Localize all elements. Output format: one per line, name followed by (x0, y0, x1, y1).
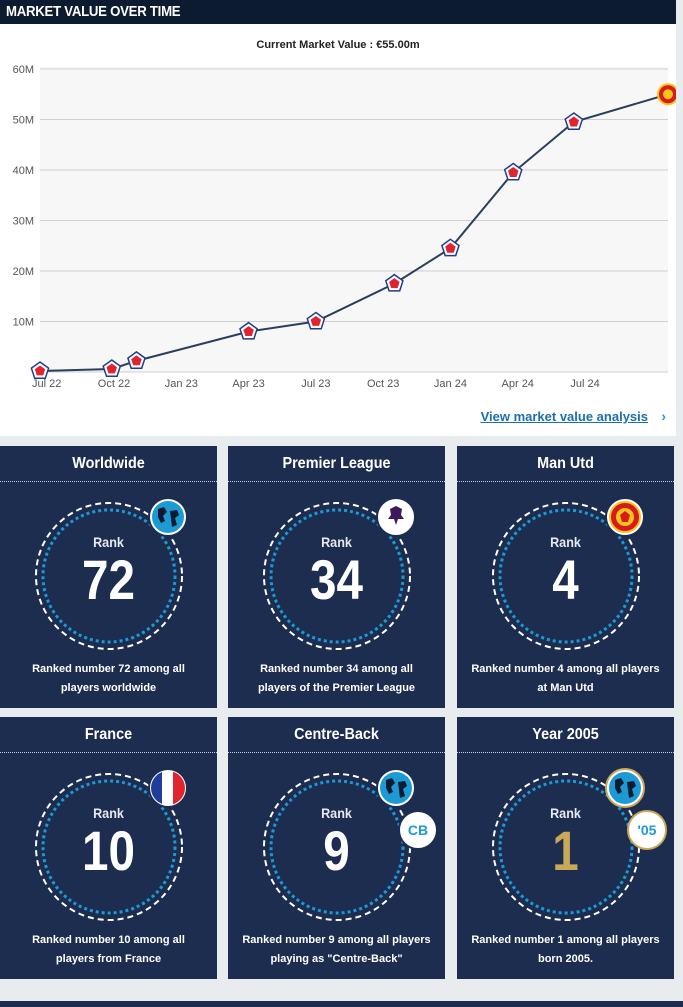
x-tick-label: Jul 23 (301, 378, 330, 390)
birth-year-badge: '05 (627, 810, 667, 850)
x-tick-label: Jan 23 (165, 378, 198, 390)
rank-label: Rank (93, 805, 124, 821)
divider (0, 481, 217, 482)
rank-description: Ranked number 9 among all players playin… (242, 934, 431, 965)
y-tick-label: 10M (13, 317, 34, 329)
section-title: MARKET VALUE OVER TIME (6, 3, 181, 20)
x-tick-label: Jul 24 (570, 378, 599, 390)
divider (457, 481, 674, 482)
data-point-crest-inner (310, 316, 322, 326)
rank-card-title: France (84, 726, 133, 743)
data-point-crest-inner (508, 167, 519, 177)
rank-description: Ranked number 72 among all players world… (32, 663, 185, 694)
chart-title: Current Market Value : €55.00m (256, 39, 420, 51)
rank-card-year-2005[interactable]: Year 2005 Rank 1 Ranked number 1 among a… (457, 717, 674, 979)
globe-icon (148, 497, 188, 537)
chevron-right-icon[interactable]: › (661, 408, 666, 424)
rank-label: Rank (321, 805, 352, 821)
rank-value: 34 (310, 548, 363, 611)
rank-description: Ranked number 34 among all players of th… (257, 663, 416, 694)
position-badge: CB (398, 810, 438, 850)
rank-card-man-utd[interactable]: Man Utd Rank 4 Ranked number 4 among all… (457, 446, 674, 708)
rank-label: Rank (321, 534, 352, 550)
y-tick-label: 60M (13, 64, 34, 76)
data-point-crest-inner (568, 116, 579, 127)
rank-label: Rank (550, 534, 581, 550)
y-tick-label: 20M (13, 266, 34, 278)
data-point-crest-inner (663, 89, 673, 100)
section-header: MARKET VALUE OVER TIME (0, 0, 676, 24)
rank-description: Ranked number 1 among all players born 2… (471, 934, 660, 965)
x-tick-label: Apr 24 (502, 378, 534, 390)
rank-card-title: Worldwide (72, 455, 145, 472)
rank-label: Rank (550, 805, 581, 821)
rank-ring (35, 502, 183, 650)
view-market-value-analysis-link[interactable]: View market value analysis (480, 409, 648, 424)
data-point-crest-inner (445, 242, 456, 253)
man-utd-crest-icon (605, 497, 645, 537)
divider (0, 752, 217, 753)
france-flag-icon (148, 768, 188, 808)
data-point-crest-inner (131, 355, 142, 366)
y-tick-label: 50M (13, 115, 34, 127)
data-point-crest-inner (34, 365, 46, 376)
x-tick-label: Jul 22 (32, 378, 61, 390)
x-tick-label: Jan 24 (434, 378, 467, 390)
rank-card-title: Year 2005 (532, 726, 599, 743)
birth-year-badge-label: '05 (637, 822, 657, 838)
rank-card-title: Man Utd (537, 455, 594, 472)
rank-value: 10 (82, 819, 135, 882)
series-line (39, 93, 669, 372)
rank-description: Ranked number 10 among all players from … (32, 934, 185, 965)
rank-card-centre-back[interactable]: Centre-Back Rank 9 Ranked number 9 among… (228, 717, 445, 979)
rank-description: Ranked number 4 among all players at Man… (471, 663, 660, 694)
data-point-crest-inner (106, 363, 117, 374)
rank-label: Rank (93, 534, 124, 550)
divider (228, 752, 445, 753)
x-tick-label: Apr 23 (232, 378, 264, 390)
rank-ring (263, 502, 411, 650)
footer-bar (0, 1001, 683, 1007)
market-value-chart: 10M 20M 30M 40M 50M 60M Jul 22 Oct 22 Jan 23 Apr … (13, 64, 676, 390)
rank-card-title: Premier League (282, 455, 391, 472)
rank-card-title: Centre-Back (294, 726, 379, 743)
market-value-chart-panel: 10M 20M 30M 40M 50M 60M Jul 22 Oct 22 Jan 23 Apr … (0, 24, 676, 436)
rank-value: 72 (82, 548, 135, 611)
divider (457, 752, 674, 753)
rank-value: 1 (552, 819, 579, 882)
globe-icon (605, 768, 645, 808)
globe-icon (376, 768, 416, 808)
rank-card-worldwide[interactable]: Worldwide Rank 72 Ranked number 72 among… (0, 446, 217, 708)
rank-card-france[interactable]: France Rank 10 Ranked number 10 among al… (0, 717, 217, 979)
x-tick-label: Oct 23 (367, 378, 399, 390)
rank-card-premier-league[interactable]: Premier League Rank 34 Ranked number 34 … (228, 446, 445, 708)
data-point-crest-inner (243, 326, 254, 336)
y-tick-label: 40M (13, 165, 34, 177)
data-point-crest-inner (389, 278, 400, 289)
y-tick-label: 30M (13, 216, 34, 228)
premier-league-logo-icon (376, 497, 416, 537)
rank-ring (492, 502, 640, 650)
rank-value: 9 (323, 819, 350, 882)
position-badge-label: CB (407, 822, 429, 838)
rank-value: 4 (552, 548, 579, 611)
rank-ring (35, 773, 183, 921)
x-tick-label: Oct 22 (98, 378, 130, 390)
divider (228, 481, 445, 482)
